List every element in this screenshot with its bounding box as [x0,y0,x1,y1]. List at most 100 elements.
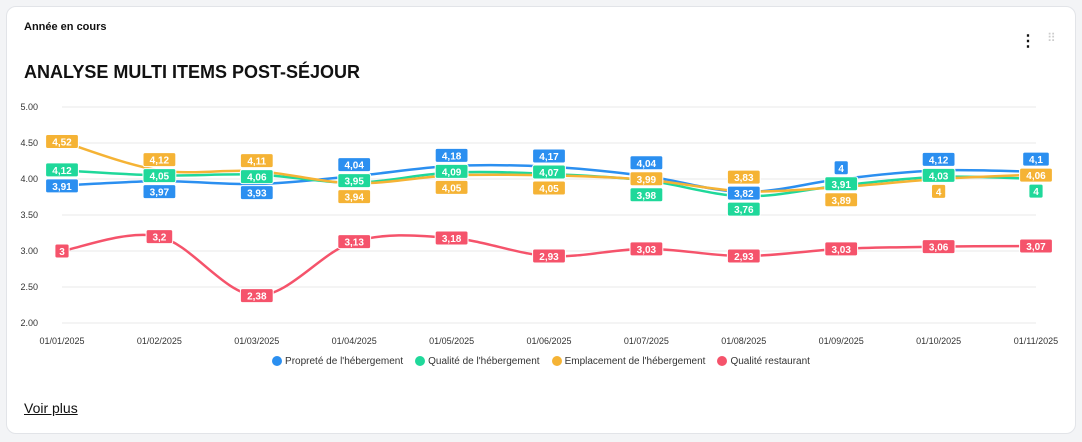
data-label-box [239,169,274,185]
y-tick-label: 4.50 [20,138,38,148]
y-tick-label: 2.00 [20,318,38,328]
data-label: 3 [59,247,65,258]
data-label: 4 [838,164,844,175]
data-label: 4,05 [442,183,462,194]
data-label: 3,07 [1026,242,1046,253]
legend-dot-icon [415,356,426,366]
data-label-box [142,184,177,200]
data-label-box [54,243,70,259]
x-tick-label: 01/03/2025 [234,336,279,346]
data-label: 3,91 [831,180,851,191]
x-tick-label: 01/11/2025 [1014,336,1058,346]
data-label: 3,13 [344,238,364,249]
data-label: 4,09 [442,167,462,178]
y-tick-label: 3.50 [20,210,38,220]
data-label-box [921,239,956,255]
legend-label: Qualité de l'hébergement [428,356,540,367]
data-label-box [629,241,664,257]
legend-item[interactable]: Emplacement de l'hébergement [551,356,706,367]
data-label: 3,83 [734,173,754,184]
data-label-box [532,248,566,264]
legend-label: Emplacement de l'hébergement [564,356,706,367]
x-tick-label: 01/05/2025 [429,336,474,346]
data-label-box [434,147,469,163]
data-label: 4,03 [929,171,949,182]
data-label: 3,89 [831,196,851,207]
x-tick-label: 01/10/2025 [916,336,961,346]
legend-dot-icon [551,356,562,366]
data-label-box [629,171,664,187]
data-label: 3,2 [152,233,166,244]
see-more-link[interactable]: Voir plus [24,400,78,416]
more-vertical-icon[interactable]: ⋮ [1020,33,1036,50]
data-label: 3,94 [344,193,364,204]
x-tick-label: 01/08/2025 [721,336,766,346]
data-label-box [337,173,372,189]
data-label-box [532,148,566,164]
data-label-box [337,234,372,250]
data-label: 3,03 [637,245,657,256]
data-label-box [532,180,566,196]
data-label: 3,82 [734,189,754,200]
data-label: 4,52 [52,138,72,149]
data-label: 3,93 [247,189,267,200]
x-tick-label: 01/07/2025 [624,336,669,346]
data-label: 4,17 [539,152,559,163]
data-label: 4,04 [637,159,657,170]
legend-item[interactable]: Qualité restaurant [717,356,810,367]
legend-item[interactable]: Qualité de l'hébergement [415,356,540,367]
data-label: 3,99 [637,175,657,186]
data-label-box [45,162,79,178]
data-label: 3,95 [344,177,364,188]
data-label: 4,11 [247,157,266,168]
data-label: 3,03 [831,245,851,256]
data-label-box [629,155,664,171]
data-label-box [726,248,761,264]
chart-legend: Propreté de l'hébergement Qualité de l'hé… [0,356,1082,367]
data-label-box [142,152,177,168]
data-label-box [532,164,566,180]
data-label-box [833,160,849,176]
data-label-box [434,230,469,246]
legend-label: Propreté de l'hébergement [285,356,404,367]
data-label: 2,93 [734,252,754,263]
y-tick-label: 2.50 [20,282,38,292]
data-label: 4,04 [344,161,364,172]
data-label-box [239,288,274,304]
data-label-box [239,153,274,169]
legend-dot-icon [272,356,283,366]
data-label: 4,05 [539,184,559,195]
y-tick-label: 3.00 [20,246,38,256]
y-tick-label: 4.00 [20,174,38,184]
legend-item[interactable]: Propreté de l'hébergement [272,356,403,367]
data-label-box [434,163,469,179]
x-tick-label: 01/09/2025 [819,336,864,346]
data-label-box [824,176,859,192]
data-label-box [1019,238,1053,254]
card-subtitle: Année en cours [24,21,107,33]
legend-label: Qualité restaurant [730,356,810,367]
data-label: 4,07 [539,168,559,179]
data-label: 4 [1033,187,1039,198]
data-label-box [629,187,664,203]
data-label-box [434,179,469,195]
chart-title: ANALYSE MULTI ITEMS POST-SÉJOUR [24,62,361,82]
data-label-box [921,151,956,167]
data-label: 4 [936,187,942,198]
data-label: 4,12 [52,166,72,177]
data-label-box [824,241,859,257]
data-label-box [145,229,174,245]
data-label-box [239,185,274,201]
data-label: 4,06 [247,173,267,184]
data-label: 4,1 [1029,155,1043,166]
x-tick-label: 01/01/2025 [39,336,84,346]
x-tick-label: 01/02/2025 [137,336,182,346]
data-label: 2,93 [539,252,559,263]
data-label: 4,06 [1026,171,1046,182]
data-label-box [45,178,79,194]
data-label: 3,97 [150,188,170,199]
data-label: 3,06 [929,243,949,254]
drag-handle-icon[interactable]: ⠿ [1047,31,1056,45]
data-label-box [1028,183,1044,199]
